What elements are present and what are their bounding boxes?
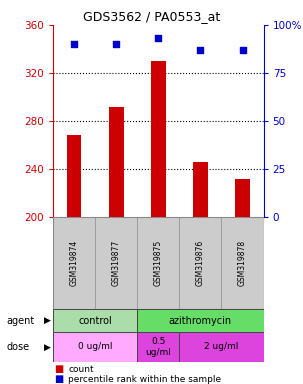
- Text: count: count: [68, 365, 94, 374]
- Bar: [179, 217, 221, 309]
- Text: ▶: ▶: [44, 343, 50, 351]
- Bar: [109, 107, 124, 217]
- Point: [198, 47, 203, 53]
- Point: [156, 35, 161, 41]
- Text: 0.5
ug/ml: 0.5 ug/ml: [145, 337, 171, 357]
- Text: agent: agent: [6, 316, 34, 326]
- Point: [114, 41, 118, 47]
- Bar: [137, 217, 179, 309]
- Bar: [151, 61, 166, 217]
- Text: GSM319875: GSM319875: [154, 240, 163, 286]
- Text: azithromycin: azithromycin: [169, 316, 232, 326]
- Text: 0 ug/ml: 0 ug/ml: [78, 343, 112, 351]
- Text: GSM319876: GSM319876: [196, 240, 205, 286]
- Bar: [193, 162, 208, 217]
- Text: GSM319878: GSM319878: [238, 240, 247, 286]
- Point: [72, 41, 76, 47]
- Text: ▶: ▶: [44, 316, 50, 325]
- Text: ■: ■: [55, 374, 64, 384]
- Text: percentile rank within the sample: percentile rank within the sample: [68, 374, 221, 384]
- Bar: [95, 217, 137, 309]
- Text: control: control: [78, 316, 112, 326]
- Text: 2 ug/ml: 2 ug/ml: [204, 343, 239, 351]
- Bar: [137, 332, 179, 362]
- Text: GDS3562 / PA0553_at: GDS3562 / PA0553_at: [83, 10, 220, 23]
- Bar: [53, 309, 137, 332]
- Text: dose: dose: [6, 342, 29, 352]
- Bar: [53, 332, 137, 362]
- Bar: [221, 217, 264, 309]
- Text: ■: ■: [55, 364, 64, 374]
- Bar: [235, 179, 250, 217]
- Point: [240, 47, 245, 53]
- Text: GSM319874: GSM319874: [70, 240, 78, 286]
- Bar: [137, 309, 264, 332]
- Bar: [67, 136, 82, 217]
- Bar: [53, 217, 95, 309]
- Bar: [179, 332, 264, 362]
- Text: GSM319877: GSM319877: [112, 240, 121, 286]
